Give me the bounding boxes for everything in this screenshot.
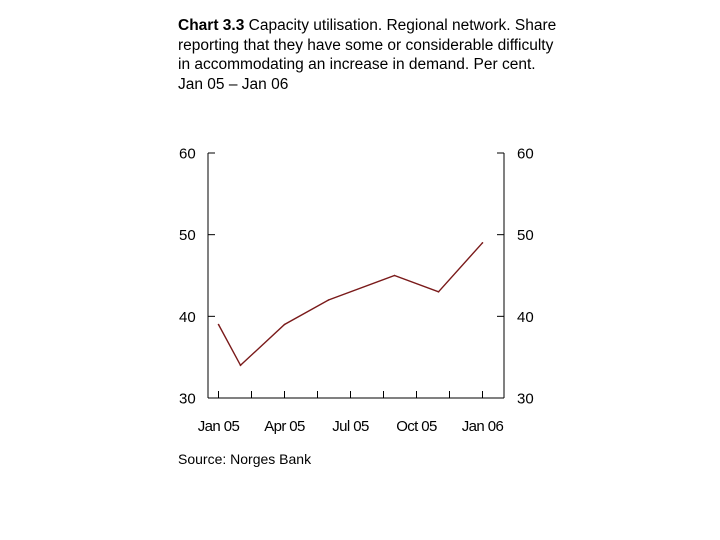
x-tick-label: Jan 05 [198,418,240,435]
y-tick-label-left: 50 [179,227,196,244]
data-point [437,291,440,293]
chart-series [217,242,484,367]
y-tick-label-left: 30 [179,391,196,408]
data-point [283,323,286,326]
y-tick-label-right: 40 [517,309,534,326]
y-tick-label-left: 40 [179,309,196,326]
chart-ticks [208,152,504,399]
y-tick-label-left: 60 [179,146,196,163]
x-tick-label: Oct 05 [396,418,437,435]
data-point [393,274,396,277]
chart-source: Source: Norges Bank [178,451,312,467]
x-tick-label: Apr 05 [264,418,305,435]
y-tick-label-right: 50 [517,227,534,244]
data-point [239,364,242,367]
chart-title-text: Capacity utilisation. Regional network. … [178,17,557,93]
chart-number: Chart 3.3 [178,17,245,34]
x-tick-label: Jan 06 [462,418,504,435]
y-tick-label-right: 30 [517,391,534,408]
data-point [327,299,330,301]
data-line [217,242,484,367]
x-tick-label: Jul 05 [332,418,369,435]
chart-axes [207,153,505,399]
chart-tick-labels: 30 30 40 40 50 50 60 60 Jan 05 Apr 05 Jul 05 Oct 05… [179,146,534,436]
data-point [481,242,484,244]
data-point [217,323,220,326]
y-tick-label-right: 60 [517,146,534,163]
chart-title: Chart 3.3 Capacity utilisation. Regional… [178,16,558,94]
